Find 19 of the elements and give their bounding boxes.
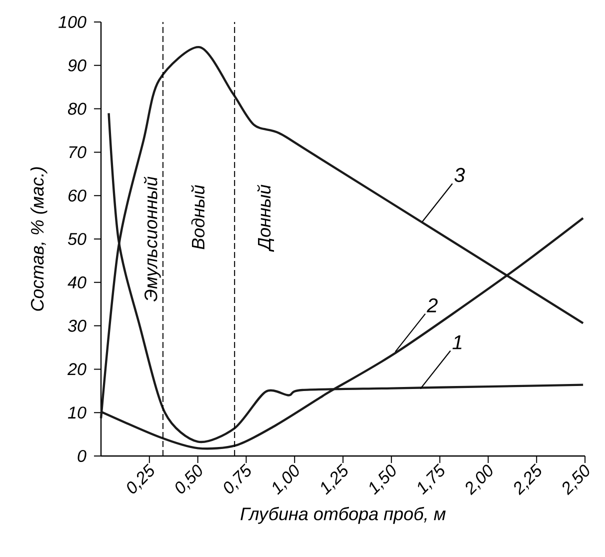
y-tick-label: 100 <box>58 16 86 28</box>
annotation: 3 <box>454 168 465 182</box>
annotation: Донный <box>257 184 274 252</box>
x-axis-title: Глубина отбора проб, м <box>240 506 446 524</box>
annotation: 1 <box>452 335 462 350</box>
y-tick-label: 80 <box>68 102 86 115</box>
annotation: 2 <box>426 298 438 312</box>
annotation: Эмульсионный <box>144 176 161 302</box>
y-tick-label: 50 <box>68 232 86 246</box>
y-tick-label: 30 <box>68 320 86 332</box>
y-tick-label: 40 <box>68 276 86 288</box>
annotation: Водный <box>191 185 205 250</box>
y-tick-label: 0 <box>78 450 86 462</box>
y-tick-label: 20 <box>67 363 86 376</box>
y-axis-title: Состав, % (мас.) <box>30 167 48 311</box>
y-tick-label: 70 <box>69 146 86 158</box>
y-tick-label: 90 <box>68 59 86 72</box>
y-tick-label: 60 <box>68 190 86 202</box>
y-tick-label: 10 <box>68 406 86 419</box>
